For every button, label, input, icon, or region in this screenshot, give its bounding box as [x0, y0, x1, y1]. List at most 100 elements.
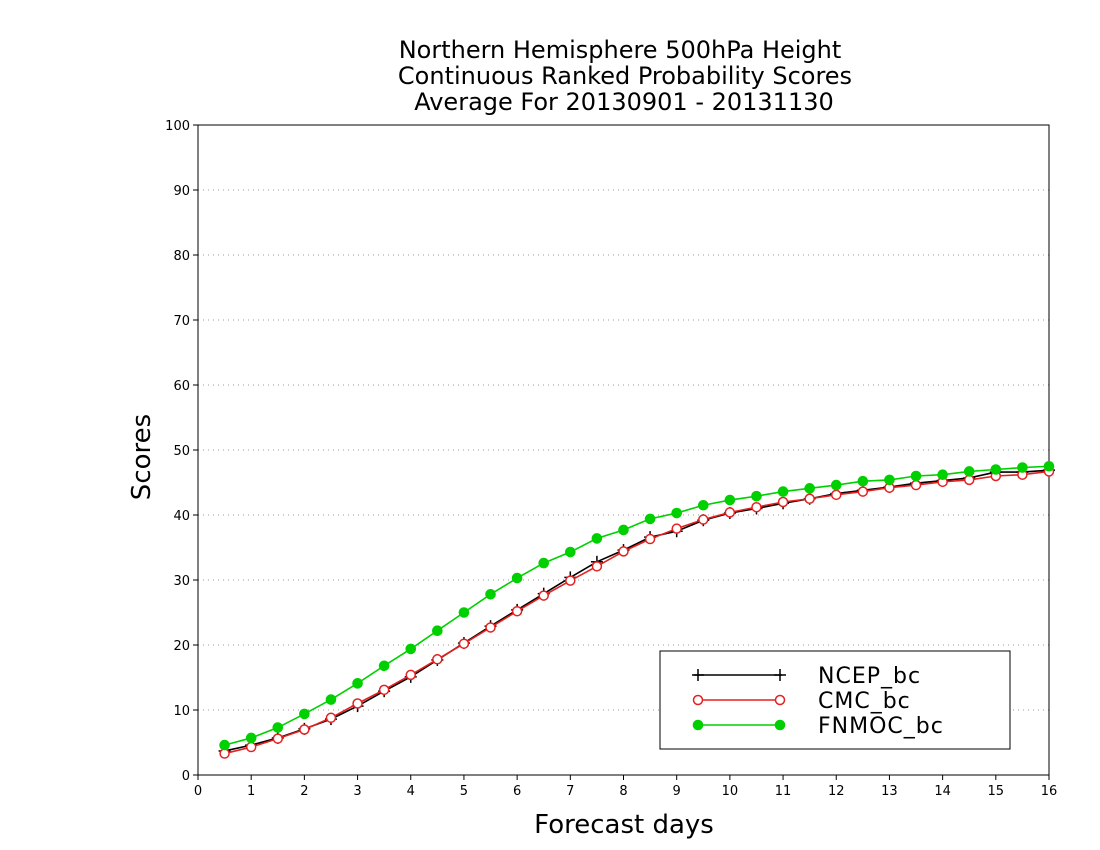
legend-label: NCEP_bc	[818, 664, 921, 689]
legend-entry: NCEP_bc	[692, 664, 921, 689]
x-tick-label: 7	[566, 784, 574, 799]
legend-entry: CMC_bc	[692, 689, 911, 714]
chart-title-line-3: Average For 20130901 - 20131130	[414, 88, 834, 116]
chart-title: Northern Hemisphere 500hPa Height Contin…	[398, 36, 852, 116]
data-point-marker	[692, 694, 704, 706]
data-point-marker	[777, 496, 789, 508]
data-point-marker	[697, 499, 709, 511]
x-tick-label: 4	[407, 784, 415, 799]
data-point-marker	[1017, 462, 1028, 473]
legend-label: CMC_bc	[818, 689, 911, 714]
y-tick-label: 10	[173, 704, 190, 719]
data-point-marker	[830, 479, 842, 491]
series-fnmoc-bc	[219, 460, 1055, 751]
data-point-marker	[485, 589, 496, 600]
data-point-marker	[511, 572, 523, 584]
data-point-marker	[724, 507, 736, 518]
y-tick-label: 30	[173, 574, 190, 589]
x-tick-label: 15	[988, 784, 1005, 799]
y-tick-label: 0	[182, 769, 190, 784]
series-cmc-bc	[219, 466, 1055, 759]
y-tick-label: 80	[173, 249, 190, 264]
y-tick-label: 90	[173, 184, 190, 199]
data-point-marker	[378, 660, 390, 672]
data-point-marker	[644, 533, 656, 545]
x-tick-label: 3	[353, 784, 361, 799]
data-point-marker	[405, 643, 417, 655]
data-point-marker	[565, 546, 576, 558]
data-point-marker	[1043, 460, 1055, 472]
data-point-marker	[963, 466, 975, 477]
data-point-marker	[565, 575, 576, 586]
data-point-marker	[751, 501, 762, 513]
data-point-marker	[884, 474, 895, 486]
x-tick-label: 14	[934, 784, 951, 799]
x-tick-label: 13	[881, 784, 898, 799]
y-tick-label: 40	[173, 509, 190, 524]
data-point-marker	[990, 464, 1002, 475]
data-point-marker	[777, 486, 789, 497]
data-point-marker	[511, 605, 523, 617]
data-point-marker	[432, 654, 443, 665]
data-point-marker	[299, 724, 310, 735]
data-point-marker	[272, 733, 284, 744]
data-point-marker	[325, 712, 337, 724]
data-point-marker	[724, 494, 736, 506]
data-point-marker	[485, 622, 496, 633]
data-point-marker	[245, 732, 257, 744]
data-point-marker	[591, 561, 603, 572]
grid	[198, 189, 1049, 711]
data-point-marker	[671, 507, 682, 519]
x-tick-label: 10	[722, 784, 739, 799]
y-tick-label: 70	[173, 314, 190, 329]
data-point-marker	[774, 719, 786, 731]
data-point-marker	[219, 739, 230, 751]
x-tick-label: 6	[513, 784, 521, 799]
x-axis-title: Forecast days	[534, 810, 714, 840]
data-point-marker	[751, 490, 762, 502]
data-point-marker	[299, 708, 310, 720]
data-point-marker	[405, 669, 416, 681]
y-axis-title: Scores	[127, 414, 157, 500]
data-point-marker	[432, 625, 443, 637]
data-point-marker	[538, 590, 549, 601]
chart-title-line-1: Northern Hemisphere 500hPa Height	[399, 36, 842, 64]
x-tick-label: 12	[828, 784, 845, 799]
y-tick-label: 100	[165, 119, 190, 134]
data-point-marker	[831, 489, 842, 501]
data-point-marker	[671, 523, 682, 534]
data-point-marker	[591, 533, 603, 544]
y-tick-label: 60	[173, 379, 190, 394]
data-point-marker	[325, 694, 337, 705]
data-point-marker	[245, 741, 257, 753]
data-point-marker	[910, 470, 922, 482]
data-point-marker	[458, 607, 470, 618]
data-point-marker	[538, 557, 550, 569]
legend-entry: FNMOC_bc	[692, 714, 943, 739]
data-point-marker	[698, 514, 709, 525]
x-tick-label: 8	[619, 784, 627, 799]
data-point-marker	[352, 698, 363, 709]
data-point-marker	[774, 694, 786, 706]
x-tick-label: 2	[300, 784, 308, 799]
data-point-marker	[910, 479, 922, 491]
data-point-marker	[937, 469, 948, 481]
data-point-marker	[618, 524, 629, 536]
data-point-marker	[804, 493, 815, 504]
x-tick-label: 1	[247, 784, 255, 799]
data-point-marker	[352, 678, 363, 689]
data-point-marker	[458, 638, 470, 649]
y-tick-label: 20	[173, 639, 190, 654]
chart-title-line-2: Continuous Ranked Probability Scores	[398, 62, 852, 90]
y-tick-label: 50	[173, 444, 190, 459]
data-point-marker	[857, 475, 869, 487]
x-tick-label: 16	[1041, 784, 1058, 799]
data-point-marker	[692, 719, 704, 731]
data-point-marker	[857, 486, 869, 497]
data-point-marker	[804, 483, 815, 494]
data-point-marker	[378, 684, 390, 696]
data-point-marker	[618, 546, 629, 557]
